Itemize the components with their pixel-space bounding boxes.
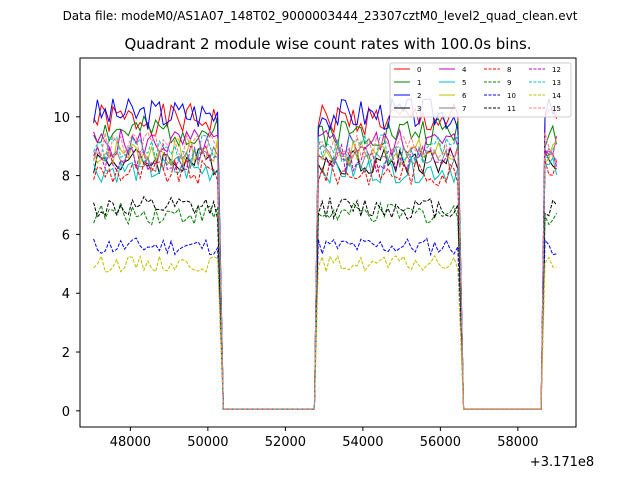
x-tick-label: 50000	[187, 435, 228, 450]
legend-label-7: 7	[462, 105, 466, 113]
legend-box	[389, 62, 572, 118]
y-axis: 0 2 4 6 8 10	[53, 111, 80, 420]
y-tick-label: 10	[53, 111, 70, 126]
legend-label-0: 0	[417, 66, 421, 74]
plot-lines	[93, 97, 558, 410]
data-file-header: Data file: modeM0/AS1A07_148T02_90000034…	[63, 9, 578, 23]
legend-label-12: 12	[552, 66, 561, 74]
legend-label-8: 8	[507, 66, 511, 74]
series-line-11	[93, 195, 557, 410]
series-line-10	[93, 237, 557, 410]
x-offset-label: +3.171e8	[530, 455, 594, 470]
series-line-14	[93, 254, 557, 410]
series-line-15	[93, 130, 558, 410]
series-line-13	[93, 133, 558, 410]
plot-frame	[79, 57, 577, 428]
x-tick-label: 52000	[265, 435, 306, 450]
x-tick-label: 54000	[342, 435, 383, 450]
chart-title: Quadrant 2 module wise count rates with …	[124, 35, 531, 53]
series-line-7	[93, 144, 557, 410]
legend-label-10: 10	[507, 92, 516, 100]
legend-label-14: 14	[552, 92, 561, 100]
series-line-1	[93, 114, 558, 410]
legend-label-13: 13	[552, 79, 561, 87]
y-tick-label: 4	[62, 287, 70, 302]
series-line-8	[93, 158, 558, 410]
legend-label-1: 1	[417, 79, 421, 87]
series-line-0	[93, 102, 558, 410]
legend-label-11: 11	[507, 105, 516, 113]
y-tick-label: 8	[62, 170, 70, 185]
y-tick-label: 2	[62, 346, 70, 361]
series-line-3	[93, 146, 557, 410]
legend-label-6: 6	[462, 92, 467, 100]
y-tick-label: 0	[62, 405, 70, 420]
legend-label-2: 2	[417, 92, 421, 100]
legend-label-5: 5	[462, 79, 466, 87]
legend-label-9: 9	[507, 79, 511, 87]
legend-label-4: 4	[462, 66, 467, 74]
series-line-5	[93, 155, 558, 410]
x-tick-label: 48000	[110, 435, 151, 450]
x-tick-label: 58000	[497, 435, 538, 450]
series-line-9	[93, 201, 558, 410]
legend-label-15: 15	[552, 105, 561, 113]
y-tick-label: 6	[62, 228, 70, 243]
x-tick-label: 56000	[420, 435, 461, 450]
series-line-12	[93, 142, 558, 410]
legend-label-3: 3	[417, 105, 421, 113]
x-axis: 48000 50000 52000 54000 56000 58000	[110, 427, 539, 450]
